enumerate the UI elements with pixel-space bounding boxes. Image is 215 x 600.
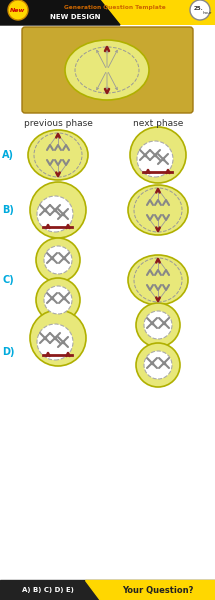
Text: B): B) (2, 205, 14, 215)
Ellipse shape (128, 185, 188, 235)
Ellipse shape (128, 255, 188, 305)
Polygon shape (95, 585, 120, 600)
FancyBboxPatch shape (22, 27, 193, 113)
Text: A) B) C) D) E): A) B) C) D) E) (22, 587, 74, 593)
Text: New: New (10, 7, 26, 13)
Circle shape (8, 0, 28, 20)
Circle shape (36, 278, 80, 322)
Text: next phase: next phase (133, 118, 183, 127)
Polygon shape (85, 580, 215, 600)
Polygon shape (0, 580, 215, 600)
Text: hour: hour (202, 11, 212, 15)
Circle shape (30, 182, 86, 238)
Ellipse shape (65, 40, 149, 100)
FancyBboxPatch shape (0, 0, 215, 25)
Circle shape (36, 238, 80, 282)
Text: Generation Question Template: Generation Question Template (64, 5, 166, 10)
Circle shape (44, 286, 72, 314)
Text: A): A) (2, 150, 14, 160)
Text: previous phase: previous phase (24, 118, 92, 127)
Circle shape (30, 310, 86, 366)
Circle shape (144, 351, 172, 379)
Polygon shape (105, 585, 215, 600)
Polygon shape (0, 582, 215, 600)
Polygon shape (0, 0, 120, 25)
Text: Your Question?: Your Question? (122, 586, 194, 595)
Circle shape (37, 324, 73, 360)
Text: NEW DESIGN: NEW DESIGN (50, 14, 100, 20)
Polygon shape (0, 582, 215, 600)
Circle shape (44, 246, 72, 274)
Text: 25.: 25. (193, 7, 203, 11)
Circle shape (137, 141, 173, 177)
Circle shape (136, 303, 180, 347)
Circle shape (144, 311, 172, 339)
Circle shape (136, 343, 180, 387)
Circle shape (37, 196, 73, 232)
Ellipse shape (28, 130, 88, 180)
Text: C): C) (2, 275, 14, 285)
Polygon shape (0, 585, 110, 600)
Circle shape (130, 127, 186, 183)
Circle shape (190, 0, 210, 20)
Text: D): D) (2, 347, 14, 357)
